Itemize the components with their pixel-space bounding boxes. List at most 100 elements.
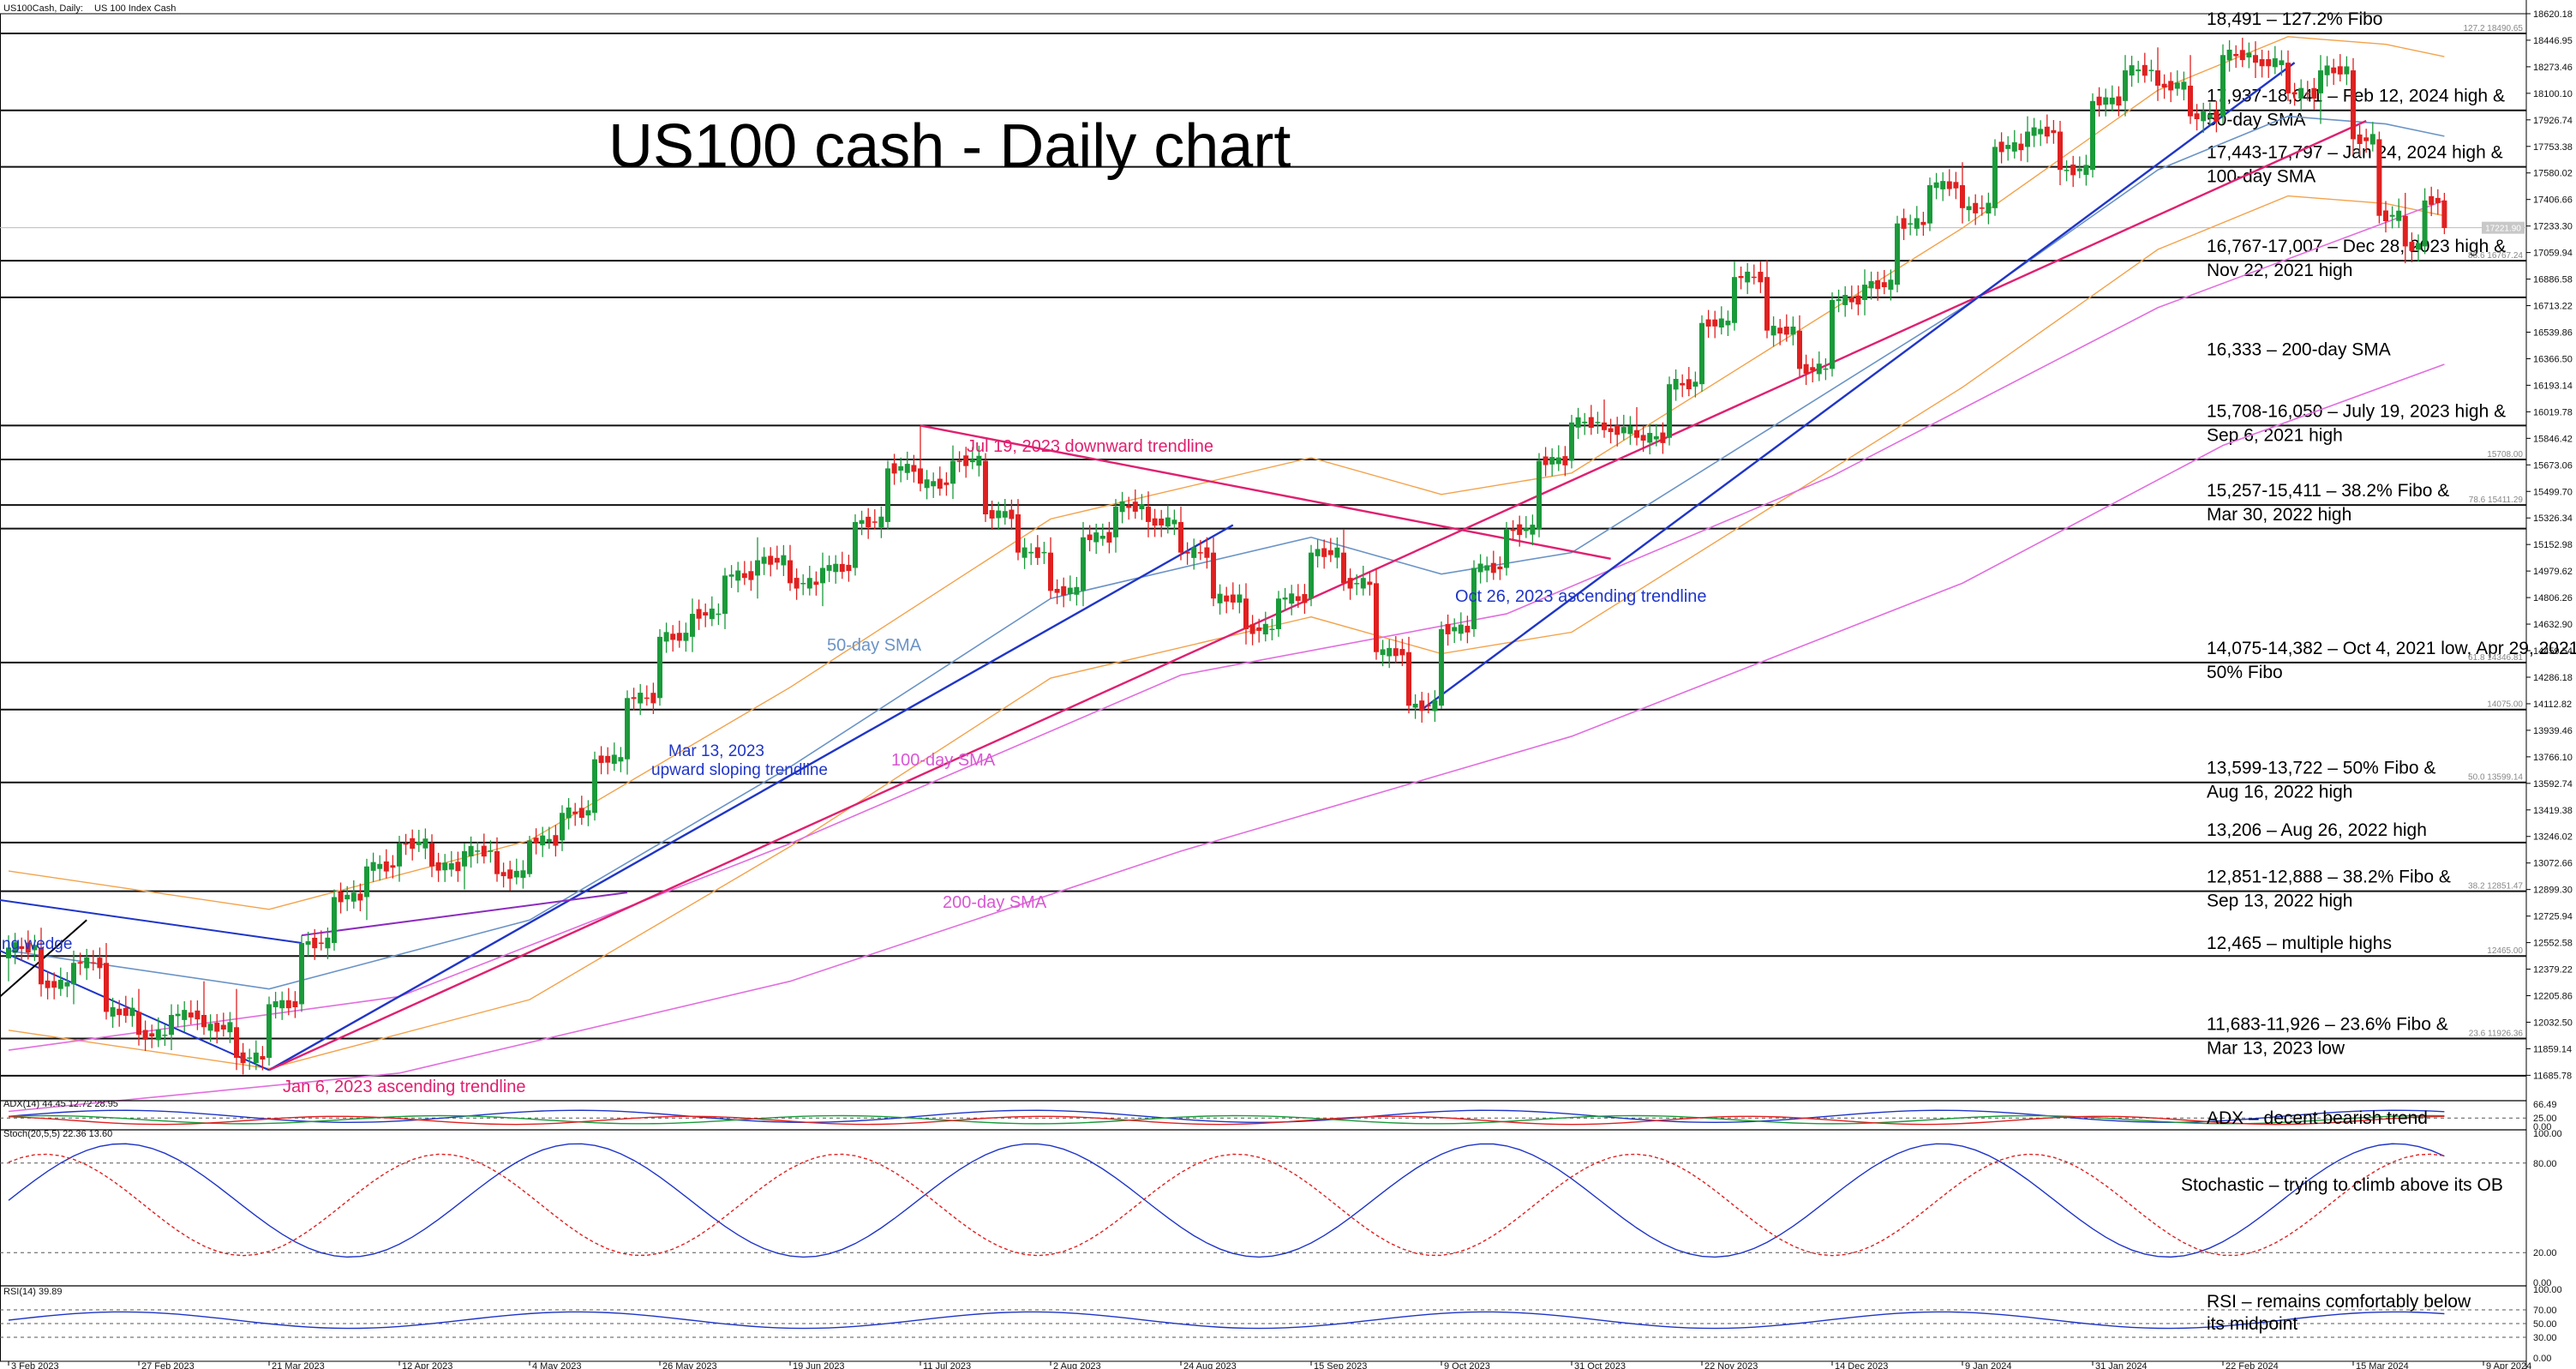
level-tag: 127.2 18490.65 xyxy=(2463,24,2523,33)
candle-body xyxy=(1588,417,1594,429)
candle-body xyxy=(853,521,858,568)
x-tick-label: 22 Feb 2024 xyxy=(2226,1361,2279,1369)
candle-body xyxy=(650,693,656,704)
candle-body xyxy=(435,862,441,871)
candle-body xyxy=(924,479,930,489)
candle-body xyxy=(1986,202,1992,214)
y-tick-label: 13939.46 xyxy=(2533,726,2573,736)
candle-body xyxy=(97,958,103,969)
x-tick-label: 19 Jun 2023 xyxy=(793,1361,845,1369)
purple-trendline xyxy=(301,892,628,937)
candle-body xyxy=(2194,113,2200,120)
candle-body xyxy=(1367,581,1373,585)
candle-body xyxy=(2011,141,2017,152)
trendline-0 xyxy=(268,524,1234,1072)
header-description: US 100 Index Cash xyxy=(94,3,176,14)
candle-body xyxy=(273,1001,279,1007)
candle-body xyxy=(1217,593,1223,603)
candle-body xyxy=(2239,50,2245,61)
candle-body xyxy=(703,612,709,615)
x-tick-label: 14 Dec 2023 xyxy=(1835,1361,1888,1369)
y-tick-label: 14286.18 xyxy=(2533,673,2573,683)
candle-body xyxy=(155,1030,161,1041)
candle-body xyxy=(2272,57,2278,68)
candle-body xyxy=(878,516,884,528)
annotation-mar13-line2: upward sloping trendline xyxy=(651,761,828,779)
bands-layer xyxy=(8,36,2445,1070)
candle-body xyxy=(2181,81,2187,90)
x-tick-label: 11 Jul 2023 xyxy=(923,1361,971,1369)
candle-body xyxy=(833,563,839,573)
candle-body xyxy=(2363,137,2369,141)
x-tick-label: 4 May 2023 xyxy=(532,1361,581,1369)
candle-body xyxy=(1810,367,1816,371)
candle-body xyxy=(1146,507,1151,522)
indicator-y-tick: 0.00 xyxy=(2533,1354,2551,1364)
candle-body xyxy=(1419,700,1425,712)
candle-body xyxy=(240,1052,246,1064)
y-tick-label: 12032.50 xyxy=(2533,1018,2573,1028)
y-tick-label: 17926.74 xyxy=(2533,116,2573,126)
indicator-series xyxy=(8,1311,2445,1330)
candle-body xyxy=(1855,295,1861,305)
y-tick-label: 14979.62 xyxy=(2533,567,2573,577)
candle-body xyxy=(1243,598,1249,629)
candle-body xyxy=(64,982,70,987)
candle-body xyxy=(19,946,25,950)
x-tick-label: 24 Aug 2023 xyxy=(1183,1361,1237,1369)
candle-body xyxy=(1034,547,1040,558)
candle-body xyxy=(1543,456,1549,465)
horizontal-levels-layer: 18,491 – 127.2% Fibo 127.2 18490.6517,937… xyxy=(0,9,2576,1077)
candle-body xyxy=(1575,417,1581,428)
level-label: 16,767-17,007 – Dec 28, 2023 high & xyxy=(2207,237,2506,256)
candle-body xyxy=(149,1033,155,1037)
candle-body xyxy=(370,862,376,871)
candle-body xyxy=(2389,214,2395,217)
candle-body xyxy=(996,510,1002,519)
candle-body xyxy=(1327,549,1333,555)
candle-body xyxy=(39,947,44,985)
y-tick-label: 16886.58 xyxy=(2533,275,2573,285)
y-tick-label: 17059.94 xyxy=(2533,249,2573,259)
level-label: 13,206 – Aug 26, 2022 high xyxy=(2207,820,2427,840)
candle-body xyxy=(1758,272,1764,283)
candle-body xyxy=(1836,298,1842,302)
wedge-upper-line xyxy=(0,899,303,945)
candle-body xyxy=(1979,207,1985,209)
ma-line-2 xyxy=(8,363,2445,1113)
candle-body xyxy=(1197,552,1203,554)
chart-title: US100 cash - Daily chart xyxy=(608,112,1291,181)
candle-body xyxy=(1152,518,1158,526)
candle-body xyxy=(696,609,702,619)
candle-body xyxy=(1705,319,1711,327)
x-tick-label: 31 Jan 2024 xyxy=(2095,1361,2148,1369)
candle-body xyxy=(1269,628,1275,631)
candle-body xyxy=(1302,593,1308,603)
y-tick-label: 15846.42 xyxy=(2533,434,2573,444)
candle-body xyxy=(1099,536,1105,539)
candle-body xyxy=(1165,517,1171,527)
trendline-1 xyxy=(268,119,2367,1072)
candle-body xyxy=(1315,549,1321,556)
level-label: 16,333 – 200-day SMA xyxy=(2207,339,2391,359)
candle-body xyxy=(527,840,532,874)
axis-layer: 18620.18 18446.95 18273.46 18100.10 17926.74… xyxy=(8,9,2573,1369)
candle-body xyxy=(904,464,910,473)
candle-body xyxy=(709,608,715,620)
candle-body xyxy=(377,863,383,869)
rsi-header: RSI(14) 39.89 xyxy=(3,1287,62,1297)
candle-body xyxy=(1920,221,1926,225)
candle-body xyxy=(1445,623,1451,634)
candle-body xyxy=(1458,624,1464,634)
candle-body xyxy=(683,633,689,641)
candle-body xyxy=(2155,70,2160,86)
y-tick-label: 15326.34 xyxy=(2533,513,2573,524)
candle-body xyxy=(513,870,519,878)
candle-body xyxy=(755,560,760,576)
candle-body xyxy=(2083,165,2089,175)
candle-body xyxy=(442,862,448,871)
level-label: Sep 13, 2022 high xyxy=(2207,892,2352,911)
candle-body xyxy=(761,556,767,564)
candle-body xyxy=(983,460,988,514)
candle-body xyxy=(2103,97,2109,105)
